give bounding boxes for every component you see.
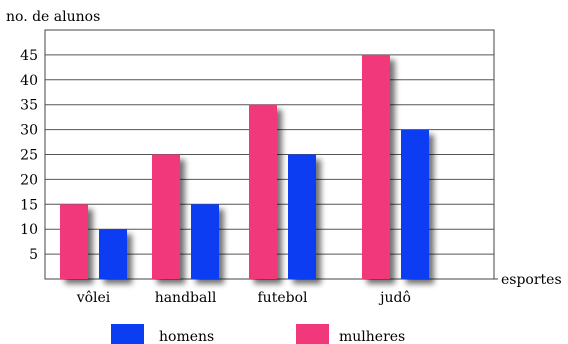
y-tick-labels: 5 10 15 20 25 30 35 40 45 xyxy=(20,48,38,263)
y-tick-label: 20 xyxy=(20,172,38,188)
bar-homens-0 xyxy=(99,229,127,279)
y-tick-label: 5 xyxy=(29,247,38,263)
x-tick-label: futebol xyxy=(258,290,309,306)
bar-mulheres-3 xyxy=(362,54,390,280)
x-tick-label: vôlei xyxy=(76,290,111,306)
legend-label-mulheres: mulheres xyxy=(339,329,405,344)
x-tick-labels: vôlei handball futebol judô xyxy=(76,290,411,306)
legend-swatch-mulheres xyxy=(296,324,329,344)
y-tick-label: 45 xyxy=(20,48,38,64)
x-tick-label: judô xyxy=(378,290,411,306)
legend-swatch-homens xyxy=(111,324,144,344)
x-axis-label: esportes xyxy=(501,272,562,288)
y-tick-label: 15 xyxy=(20,197,38,213)
y-tick-label: 40 xyxy=(20,73,38,89)
bar-mulheres-2 xyxy=(249,104,277,279)
bars xyxy=(60,54,429,280)
bar-mulheres-1 xyxy=(152,154,180,279)
y-tick-label: 30 xyxy=(20,123,38,139)
y-tick-label: 25 xyxy=(20,148,38,164)
y-tick-label: 35 xyxy=(20,98,38,114)
bar-homens-1 xyxy=(191,204,219,279)
y-tick-label: 10 xyxy=(20,222,38,238)
bar-homens-2 xyxy=(288,154,316,279)
bar-homens-3 xyxy=(401,129,429,279)
x-tick-label: handball xyxy=(155,290,217,306)
legend: homens mulheres xyxy=(111,324,405,344)
bar-mulheres-0 xyxy=(60,204,88,279)
y-axis-label: no. de alunos xyxy=(6,9,100,25)
legend-label-homens: homens xyxy=(159,329,214,344)
